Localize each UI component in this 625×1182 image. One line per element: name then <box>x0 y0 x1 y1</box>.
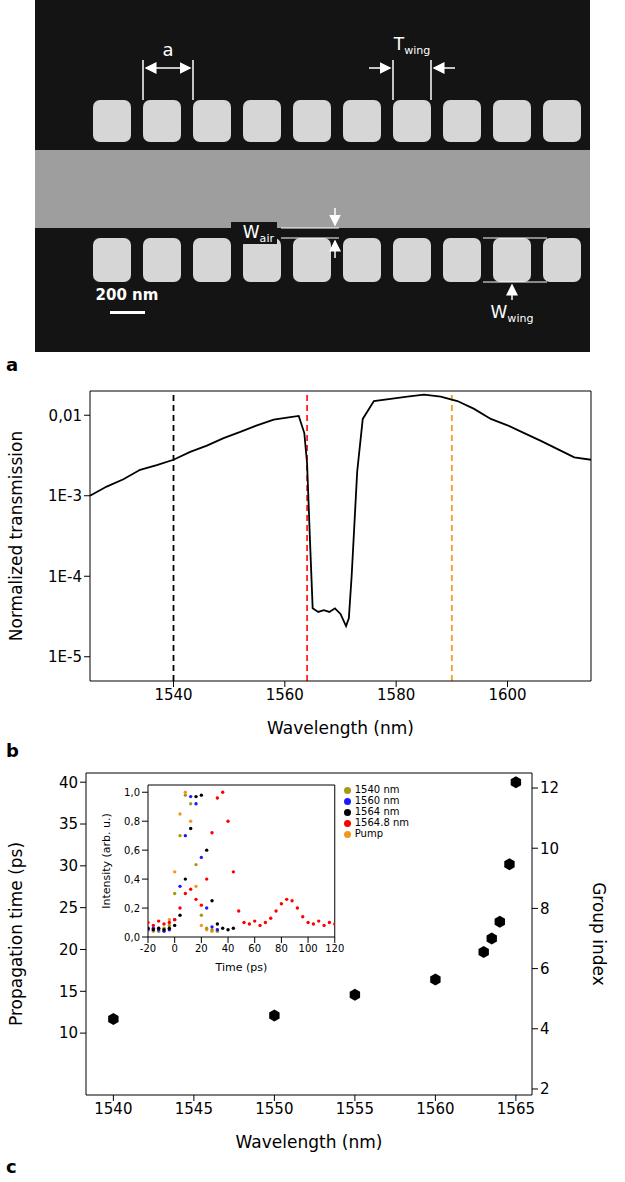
svg-text:200 nm: 200 nm <box>96 286 159 304</box>
svg-text:0,4: 0,4 <box>124 874 140 885</box>
svg-text:Wavelength (nm): Wavelength (nm) <box>236 1132 383 1152</box>
svg-text:0,6: 0,6 <box>124 845 140 856</box>
svg-text:1565: 1565 <box>497 1100 535 1118</box>
svg-text:60: 60 <box>248 943 261 954</box>
svg-text:0,0: 0,0 <box>124 932 140 943</box>
html-text:1564.8 nm: 1564.8 nm <box>354 817 409 828</box>
html-text:b: b <box>6 740 19 761</box>
html-text:1560 nm: 1560 nm <box>354 795 400 806</box>
svg-text:1560: 1560 <box>266 686 304 704</box>
svg-text:100: 100 <box>299 943 318 954</box>
svg-text:6: 6 <box>540 960 550 978</box>
svg-text:Wair: Wair <box>243 222 275 245</box>
svg-text:Normalized transmission: Normalized transmission <box>6 431 26 641</box>
svg-text:1,0: 1,0 <box>124 787 140 798</box>
svg-text:35: 35 <box>59 815 78 833</box>
html-text:1564 nm: 1564 nm <box>354 806 400 817</box>
svg-text:1545: 1545 <box>175 1100 213 1118</box>
html-text:a: a <box>6 354 19 375</box>
svg-text:10: 10 <box>59 1024 78 1042</box>
svg-text:80: 80 <box>275 943 288 954</box>
html-text:c: c <box>6 1156 17 1177</box>
html-text:1540 nm: 1540 nm <box>354 784 400 795</box>
svg-text:40: 40 <box>222 943 235 954</box>
svg-text:1560: 1560 <box>416 1100 454 1118</box>
svg-text:1E-3: 1E-3 <box>48 487 82 505</box>
svg-text:8: 8 <box>540 900 550 918</box>
svg-text:2: 2 <box>540 1080 550 1098</box>
svg-text:Wavelength (nm): Wavelength (nm) <box>267 718 414 738</box>
svg-text:1540: 1540 <box>94 1100 132 1118</box>
svg-text:15: 15 <box>59 983 78 1001</box>
svg-text:0,01: 0,01 <box>49 407 82 425</box>
svg-text:Wwing: Wwing <box>491 302 534 325</box>
svg-text:10: 10 <box>540 840 559 858</box>
svg-text:12: 12 <box>540 779 559 797</box>
svg-text:120: 120 <box>325 943 344 954</box>
svg-text:-20: -20 <box>140 943 156 954</box>
svg-text:a: a <box>162 39 173 60</box>
svg-text:1E-4: 1E-4 <box>48 568 82 586</box>
svg-text:1550: 1550 <box>255 1100 293 1118</box>
svg-text:1540: 1540 <box>154 686 192 704</box>
svg-text:1555: 1555 <box>336 1100 374 1118</box>
svg-text:Time (ps): Time (ps) <box>215 961 268 973</box>
svg-text:1580: 1580 <box>377 686 415 704</box>
svg-text:0,2: 0,2 <box>124 903 140 914</box>
svg-text:Intensity (arb. u.): Intensity (arb. u.) <box>100 813 113 909</box>
svg-text:20: 20 <box>59 941 78 959</box>
svg-text:Group index: Group index <box>589 882 609 986</box>
svg-text:30: 30 <box>59 857 78 875</box>
svg-text:1600: 1600 <box>488 686 526 704</box>
svg-text:25: 25 <box>59 899 78 917</box>
html-text:Pump: Pump <box>354 828 383 839</box>
svg-text:20: 20 <box>195 943 208 954</box>
svg-text:40: 40 <box>59 774 78 792</box>
svg-text:Propagation time (ps): Propagation time (ps) <box>6 842 26 1026</box>
svg-text:0,8: 0,8 <box>124 816 140 827</box>
svg-text:Twing: Twing <box>393 34 431 57</box>
svg-text:0: 0 <box>171 943 177 954</box>
svg-text:1E-5: 1E-5 <box>48 648 82 666</box>
svg-text:4: 4 <box>540 1020 550 1038</box>
